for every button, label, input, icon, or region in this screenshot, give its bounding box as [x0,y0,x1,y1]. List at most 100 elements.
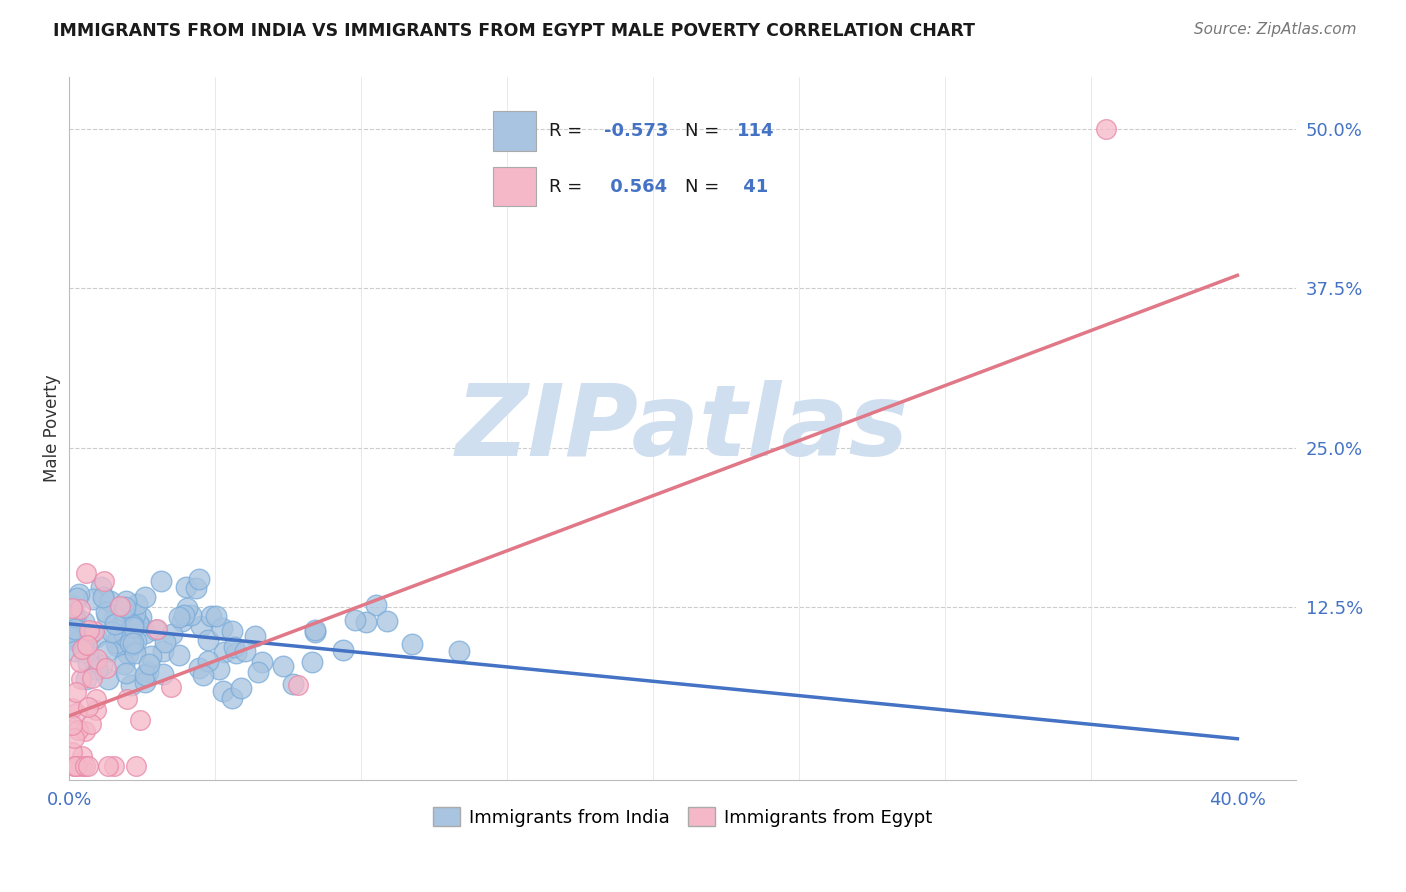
Point [112,628,135,642]
Point [204,609,226,624]
Point [76,638,98,652]
Point [94,605,117,619]
Point [121,638,143,652]
Point [76,699,98,714]
Point [153,635,176,649]
Point [174,580,197,594]
Point [62,609,84,624]
Point [150,574,173,588]
Point [162,626,184,640]
Point [69,655,91,669]
Point [235,644,257,658]
Point [75,724,97,739]
Point [138,657,160,671]
Point [115,594,138,608]
Point [84,631,107,645]
Point [169,609,191,624]
Point [225,646,247,660]
Point [246,665,269,680]
Point [82,592,104,607]
Point [101,624,124,639]
Point [94,660,117,674]
Point [332,643,354,657]
Point [90,580,112,594]
Point [122,617,145,632]
Point [129,619,152,633]
Point [128,714,150,728]
Point [66,591,89,606]
Point [122,635,145,649]
Point [208,662,231,676]
Point [76,758,98,772]
Point [65,685,87,699]
Text: Source: ZipAtlas.com: Source: ZipAtlas.com [1194,22,1357,37]
Point [80,671,103,685]
Point [167,648,190,662]
Point [245,629,267,643]
Point [65,609,87,624]
Point [354,615,377,629]
Point [117,647,139,661]
Point [211,621,233,635]
Point [75,758,97,772]
Point [67,587,90,601]
Point [112,657,135,672]
Point [344,613,367,627]
Point [134,674,156,689]
Point [114,599,136,614]
Point [187,572,209,586]
Point [75,566,97,581]
Point [63,643,86,657]
Point [79,626,101,640]
Point [62,758,84,772]
Point [184,581,207,595]
Point [105,639,128,653]
Point [93,591,115,605]
Point [124,758,146,772]
Point [66,633,89,648]
Point [197,654,219,668]
Point [120,636,142,650]
Point [73,615,96,629]
Point [281,677,304,691]
Point [62,731,84,745]
Point [60,629,83,643]
Point [221,690,243,705]
Point [73,645,96,659]
Point [127,615,149,630]
Point [86,652,108,666]
Point [271,658,294,673]
Point [146,622,169,636]
Y-axis label: Male Poverty: Male Poverty [44,375,60,483]
Point [105,607,128,622]
Point [115,665,138,680]
Point [287,678,309,692]
Point [252,656,274,670]
Point [190,619,212,633]
Point [70,642,93,657]
Point [96,609,118,624]
Point [176,600,198,615]
Point [229,681,252,695]
Point [221,624,243,639]
Point [160,680,183,694]
Point [65,622,87,636]
Point [60,701,83,715]
Point [103,611,125,625]
Point [66,627,89,641]
Point [304,623,326,637]
Text: IMMIGRANTS FROM INDIA VS IMMIGRANTS FROM EGYPT MALE POVERTY CORRELATION CHART: IMMIGRANTS FROM INDIA VS IMMIGRANTS FROM… [53,22,976,40]
Point [180,607,202,622]
Point [212,684,235,698]
Point [77,624,100,638]
Point [60,600,83,615]
Point [138,665,160,680]
Point [69,602,91,616]
Text: ZIPatlas: ZIPatlas [456,380,910,477]
Point [449,644,471,658]
Point [97,672,120,686]
Point [86,662,108,676]
Point [120,617,142,632]
Point [145,623,167,637]
Point [115,691,138,706]
